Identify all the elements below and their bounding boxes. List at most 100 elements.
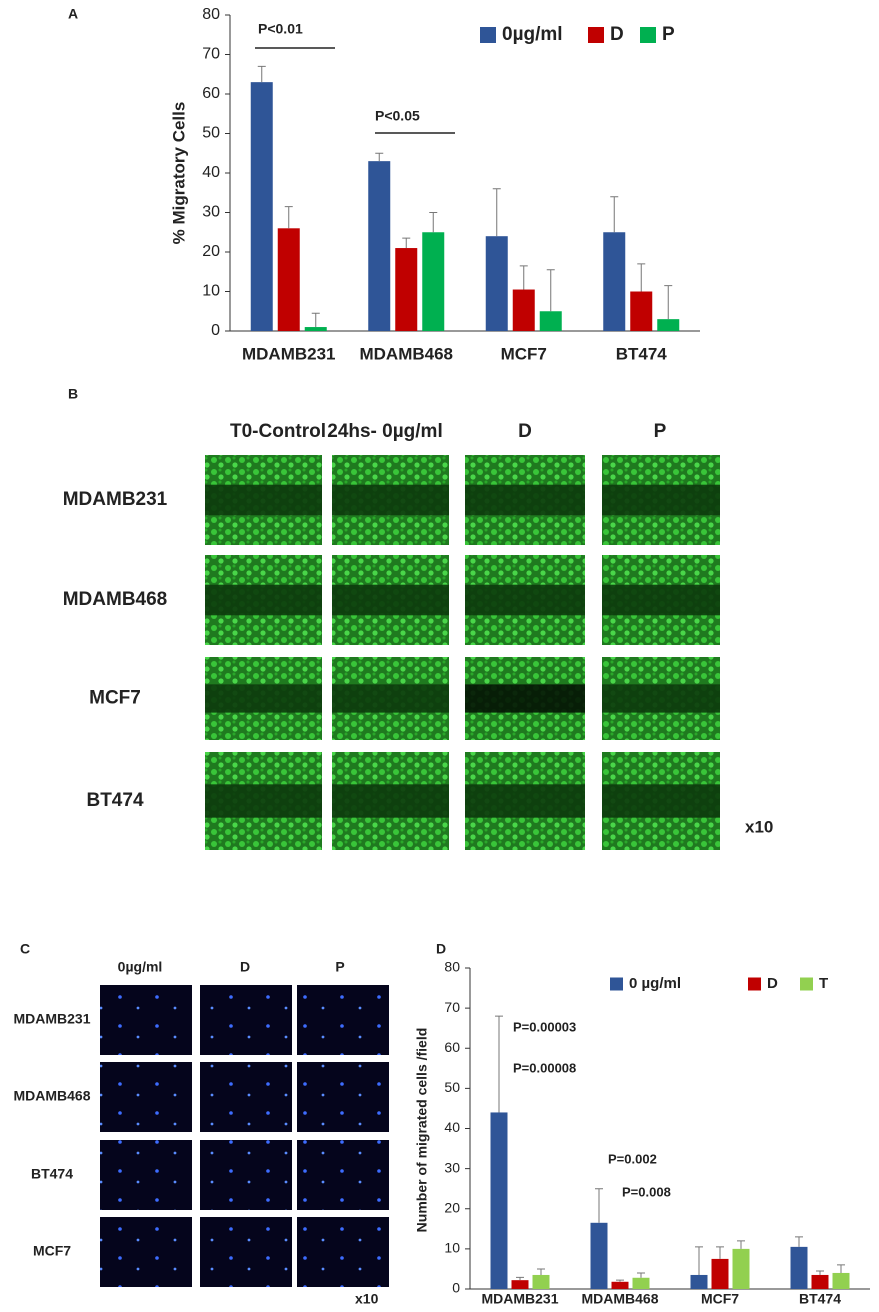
y-tick-label: 20: [444, 1199, 460, 1215]
bar: [490, 1112, 508, 1289]
legend-label: D: [610, 24, 624, 45]
legend-swatch: [480, 27, 496, 43]
column-label: 0µg/ml: [118, 959, 163, 975]
annotation: P=0.002: [608, 1151, 657, 1166]
micrograph: [297, 1140, 389, 1210]
micrograph: [100, 985, 192, 1055]
x-tick-label: MCF7: [701, 1291, 739, 1307]
x-tick-label: MDAMB231: [481, 1291, 558, 1307]
column-label: P: [335, 959, 344, 975]
y-tick-label: 50: [444, 1079, 460, 1095]
y-tick-label: 80: [444, 959, 460, 975]
legend-label: T: [819, 975, 828, 992]
error-bar: [257, 65, 266, 83]
micrograph: [100, 1062, 192, 1132]
bar: [511, 1280, 529, 1289]
legend-swatch: [588, 27, 604, 43]
column-label: D: [518, 421, 532, 442]
error-bar: [816, 1270, 824, 1275]
bar: [395, 248, 418, 331]
x-tick-label: MDAMB468: [581, 1291, 658, 1307]
y-tick-label: 20: [202, 243, 220, 260]
bar: [657, 319, 680, 331]
row-label: BT474: [31, 1166, 73, 1182]
wound-gap: [465, 784, 585, 818]
bar: [832, 1272, 850, 1289]
error-bar: [537, 1268, 545, 1275]
micrograph: [297, 1062, 389, 1132]
legend-swatch: [748, 977, 761, 991]
error-bar: [429, 212, 438, 233]
magnification: x10: [745, 817, 773, 836]
error-bar: [595, 1188, 603, 1223]
panel-letter: A: [68, 6, 78, 22]
panel-letter: C: [20, 941, 30, 957]
row-label: MDAMB468: [13, 1088, 90, 1104]
bar: [422, 232, 445, 331]
error-bar: [519, 265, 528, 290]
legend-swatch: [800, 977, 813, 991]
legend-label: 0µg/ml: [502, 24, 563, 45]
bar: [368, 161, 391, 331]
bar: [632, 1277, 650, 1289]
row-label: BT474: [86, 790, 143, 811]
error-bar: [837, 1264, 845, 1273]
bar: [304, 327, 327, 331]
wound-gap: [205, 684, 322, 713]
x-tick-label: BT474: [616, 344, 668, 363]
y-tick-label: 40: [444, 1119, 460, 1135]
wound-gap: [332, 484, 449, 516]
bar: [532, 1274, 550, 1289]
bar: [611, 1281, 629, 1289]
error-bar: [637, 1272, 645, 1278]
y-tick-label: 0: [452, 1280, 460, 1296]
bar: [630, 291, 653, 331]
column-label: D: [240, 959, 250, 975]
x-tick-label: MDAMB231: [242, 344, 336, 363]
y-tick-label: 60: [202, 85, 220, 102]
error-bar: [695, 1246, 703, 1275]
bar: [811, 1274, 829, 1289]
micrograph: [200, 1217, 292, 1287]
bar: [711, 1258, 729, 1289]
error-bar: [516, 1276, 524, 1281]
bar: [690, 1274, 708, 1289]
column-label: 24hs- 0µg/ml: [327, 421, 442, 442]
bar: [732, 1248, 750, 1289]
error-bar: [737, 1240, 745, 1249]
column-label: T0-Control: [230, 421, 326, 442]
bar: [277, 228, 300, 331]
bar: [603, 232, 626, 331]
error-bar: [495, 1015, 503, 1113]
y-axis-label: Number of migrated cells /field: [414, 1028, 430, 1233]
bar: [250, 82, 273, 332]
micrograph: [100, 1217, 192, 1287]
bar: [539, 311, 562, 331]
y-tick-label: 30: [444, 1159, 460, 1175]
y-tick-label: 80: [202, 6, 220, 23]
y-tick-label: 10: [444, 1240, 460, 1256]
y-tick-label: 40: [202, 164, 220, 181]
wound-gap: [465, 484, 585, 516]
annotation: P=0.00003: [513, 1019, 576, 1034]
error-bar: [637, 263, 646, 292]
micrograph: [200, 1062, 292, 1132]
x-tick-label: BT474: [799, 1291, 841, 1307]
row-label: MCF7: [33, 1243, 71, 1259]
legend-label: 0 µg/ml: [629, 975, 681, 992]
micrograph: [200, 985, 292, 1055]
error-bar: [616, 1279, 624, 1282]
error-bar: [284, 206, 293, 229]
panel-letter: D: [436, 941, 446, 957]
y-tick-label: 70: [444, 999, 460, 1015]
bar: [790, 1246, 808, 1289]
annotation: P<0.05: [375, 108, 420, 124]
micrograph: [297, 985, 389, 1055]
row-label: MCF7: [89, 688, 141, 709]
error-bar: [664, 285, 673, 320]
row-label: MDAMB231: [63, 489, 168, 510]
y-tick-label: 10: [202, 283, 220, 300]
wound-gap: [602, 784, 720, 818]
